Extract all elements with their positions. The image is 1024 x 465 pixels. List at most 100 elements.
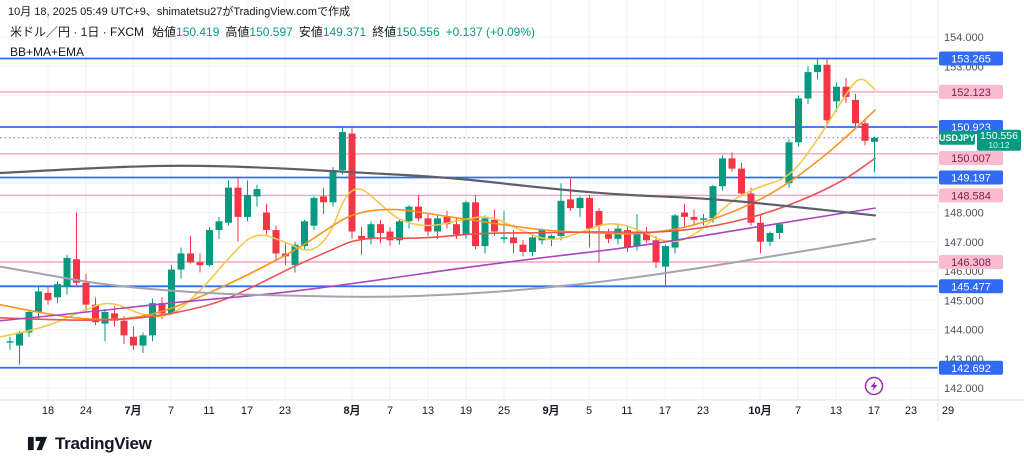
candle-body[interactable] — [111, 313, 118, 321]
candle-body[interactable] — [557, 200, 565, 236]
candle-body[interactable] — [472, 202, 479, 247]
candle-body[interactable] — [234, 187, 242, 217]
candle-body[interactable] — [339, 132, 346, 171]
candle-body[interactable] — [25, 311, 33, 333]
candle-body[interactable] — [443, 216, 451, 225]
candle-body[interactable] — [586, 197, 593, 229]
candle-body[interactable] — [776, 224, 783, 233]
candle-body[interactable] — [377, 224, 384, 233]
candle-body[interactable] — [823, 64, 831, 121]
candle-body[interactable] — [833, 86, 840, 102]
candle-body[interactable] — [652, 240, 660, 263]
price-axis-label: 146.000 — [944, 266, 984, 278]
candle-body[interactable] — [54, 284, 61, 298]
candle-body[interactable] — [538, 230, 546, 241]
candle-body[interactable] — [263, 212, 270, 231]
candle-body[interactable] — [747, 193, 755, 223]
tradingview-logo-text: TradingView — [55, 433, 152, 453]
candle-body[interactable] — [101, 311, 109, 324]
candle-body[interactable] — [44, 292, 52, 301]
candle-body[interactable] — [842, 86, 850, 97]
price-badge-pink — [939, 84, 1003, 99]
candle-body[interactable] — [35, 291, 42, 312]
candle-body[interactable] — [548, 235, 555, 239]
candle-body[interactable] — [301, 221, 308, 247]
candle-body[interactable] — [633, 232, 641, 247]
candle-body[interactable] — [177, 253, 185, 270]
price-axis-panel[interactable] — [938, 0, 1024, 465]
candle-body[interactable] — [700, 218, 707, 220]
candle-body[interactable] — [852, 99, 859, 124]
candle-body[interactable] — [92, 304, 99, 323]
candle-body[interactable] — [491, 219, 498, 232]
candle-body[interactable] — [139, 335, 147, 346]
candle-body[interactable] — [481, 218, 489, 247]
candle-body[interactable] — [149, 303, 156, 336]
candle-body[interactable] — [196, 262, 204, 266]
candle-body[interactable] — [291, 244, 299, 266]
candle-body[interactable] — [814, 64, 821, 73]
candle-body[interactable] — [643, 231, 650, 241]
candle-body[interactable] — [861, 123, 869, 141]
candle-body[interactable] — [519, 244, 527, 252]
candle-body[interactable] — [728, 158, 736, 169]
candle-body[interactable] — [386, 231, 394, 241]
chart-legend[interactable]: 米ドル／円 · 1日 · FXCM 始値150.419 高値150.597 安値… — [10, 23, 535, 59]
candle-body[interactable] — [453, 224, 460, 235]
symbol-price-label-text: USDJPY — [939, 133, 975, 143]
indicator-label[interactable]: BB+MA+EMA — [10, 45, 85, 59]
candle-body[interactable] — [795, 98, 802, 143]
candle-body[interactable] — [329, 170, 337, 203]
candle-body[interactable] — [624, 230, 631, 248]
candle-body[interactable] — [605, 232, 612, 239]
candle-body[interactable] — [405, 206, 413, 222]
candle-body[interactable] — [719, 158, 726, 187]
candle-body[interactable] — [595, 211, 603, 226]
candle-body[interactable] — [709, 186, 717, 219]
candle-body[interactable] — [82, 282, 90, 305]
candle-body[interactable] — [206, 230, 213, 266]
candle-body[interactable] — [272, 230, 280, 254]
candle-body[interactable] — [738, 168, 745, 194]
candle-body[interactable] — [576, 197, 584, 209]
candle-body[interactable] — [73, 259, 80, 283]
candle-body[interactable] — [253, 189, 261, 197]
candle-body[interactable] — [804, 72, 812, 99]
candle-body[interactable] — [6, 341, 14, 343]
candle-body[interactable] — [320, 196, 327, 203]
candle-body[interactable] — [766, 232, 774, 242]
candle-body[interactable] — [16, 332, 23, 346]
candle-body[interactable] — [529, 237, 536, 252]
candle-body[interactable] — [662, 246, 669, 267]
price-axis-label: 148.000 — [944, 208, 984, 220]
candle-body[interactable] — [225, 187, 232, 223]
candle-body[interactable] — [120, 320, 128, 336]
price-badge-label: 142.692 — [951, 363, 991, 375]
candle-body[interactable] — [187, 253, 194, 263]
candle-body[interactable] — [871, 137, 878, 142]
candle-body[interactable] — [358, 235, 365, 239]
candle-body[interactable] — [158, 303, 166, 314]
candle-body[interactable] — [348, 133, 356, 232]
time-axis-label: 11 — [203, 405, 214, 417]
candle-body[interactable] — [63, 257, 71, 288]
candle-body[interactable] — [681, 212, 688, 217]
candle-body[interactable] — [396, 221, 403, 241]
candle-body[interactable] — [567, 199, 574, 209]
symbol-title[interactable]: 米ドル／円 · 1日 · FXCM — [10, 25, 144, 39]
candle-body[interactable] — [690, 216, 698, 220]
candle-body[interactable] — [215, 221, 223, 231]
candle-body[interactable] — [757, 222, 764, 242]
time-axis-label: 25 — [498, 405, 510, 417]
candle-body[interactable] — [367, 224, 375, 239]
attribution-text: 10月 18, 2025 05:49 UTC+9、shimatetsu27がTr… — [8, 6, 351, 18]
candle-body[interactable] — [244, 194, 251, 217]
candle-body[interactable] — [310, 197, 318, 226]
price-badge-pink — [939, 151, 1003, 165]
candle-body[interactable] — [510, 237, 517, 244]
candle-body[interactable] — [785, 142, 793, 184]
footer-brand[interactable]: TradingView — [27, 433, 152, 454]
candle-body[interactable] — [500, 237, 508, 239]
candle-body[interactable] — [130, 336, 137, 346]
